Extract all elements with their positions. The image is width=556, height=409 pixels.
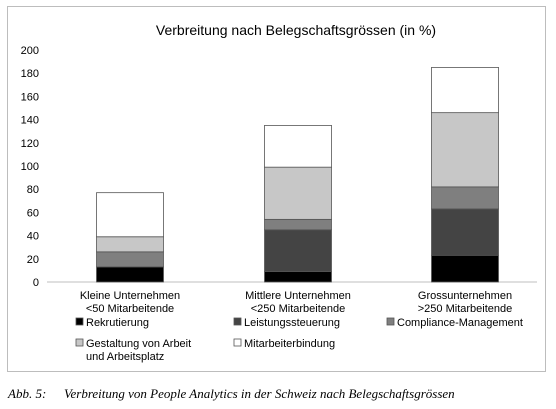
legend: Rekrutierung Leistungssteuerung Compliance… xyxy=(75,317,523,363)
figure-caption: Abb. 5: Verbreitung von People Analytics … xyxy=(8,386,553,402)
bar-segment xyxy=(431,208,499,256)
y-tick-label: 160 xyxy=(21,91,39,103)
bar-segment xyxy=(264,229,332,272)
y-tick-label: 0 xyxy=(33,277,39,289)
bar-segment xyxy=(264,271,332,283)
bar-segment xyxy=(264,166,332,220)
stacked-bar-chart: Verbreitung nach Belegschaftsgrössen (in… xyxy=(21,22,537,363)
legend-swatch xyxy=(386,317,395,326)
y-tick-label: 40 xyxy=(27,231,39,243)
category-labels: Kleine Unternehmen <50 Mitarbeitende Mittl… xyxy=(80,290,512,315)
bar-segment xyxy=(431,112,499,188)
bar-segment xyxy=(431,254,499,283)
category-label: Kleine Unternehmen <50 Mitarbeitende xyxy=(80,290,180,315)
y-tick-label: 80 xyxy=(27,184,39,196)
legend-label: Leistungssteuerung xyxy=(244,317,340,329)
legend-swatch xyxy=(233,338,242,347)
bar-segment xyxy=(96,251,164,268)
bar-segment xyxy=(264,125,332,168)
bar-segment xyxy=(96,266,164,283)
legend-label: Mitarbeiterbindung xyxy=(244,338,335,350)
bar-segment xyxy=(264,218,332,231)
bars xyxy=(96,67,499,283)
legend-swatch xyxy=(75,317,84,326)
caption-label: Abb. 5: xyxy=(8,386,47,401)
category-label: Grossunternehmen >250 Mitarbeitende xyxy=(418,290,512,315)
y-tick-label: 140 xyxy=(21,115,39,127)
legend-label: Rekrutierung xyxy=(86,317,149,329)
y-tick-label: 200 xyxy=(21,45,39,57)
y-tick-label: 180 xyxy=(21,68,39,80)
legend-swatch xyxy=(233,317,242,326)
bar-segment xyxy=(431,186,499,210)
bar-segment xyxy=(96,236,164,253)
legend-label: Compliance-Management xyxy=(397,317,523,329)
y-tick-label: 60 xyxy=(27,207,39,219)
y-tick-label: 100 xyxy=(21,161,39,173)
chart-title: Verbreitung nach Belegschaftsgrössen (in… xyxy=(156,22,436,38)
legend-label: Gestaltung von Arbeit und Arbeitsplatz xyxy=(86,338,191,363)
caption-text: Verbreitung von People Analytics in der … xyxy=(64,386,455,401)
y-tick-label: 120 xyxy=(21,138,39,150)
y-tick-label: 20 xyxy=(27,254,39,266)
bar-segment xyxy=(96,192,164,238)
category-label: Mittlere Unternehmen <250 Mitarbeitende xyxy=(245,290,351,315)
bar-segment xyxy=(431,67,499,114)
legend-swatch xyxy=(75,338,84,347)
